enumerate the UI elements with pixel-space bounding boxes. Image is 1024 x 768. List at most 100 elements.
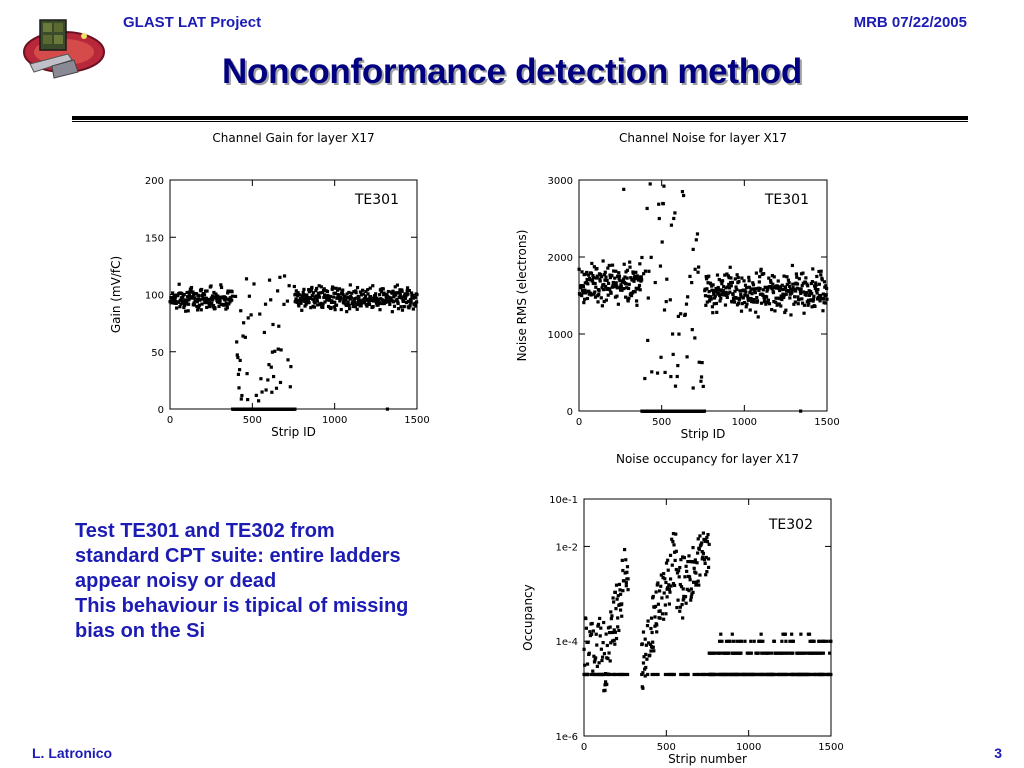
data-point [347,290,351,295]
data-point [718,639,722,643]
data-point [297,304,301,308]
data-point [629,276,633,280]
data-point [738,296,742,300]
data-point [628,265,632,269]
data-point [582,297,587,301]
data-point [773,672,777,677]
data-point [688,274,692,279]
data-point [596,300,600,304]
y-axis-label: Occupancy [521,584,535,651]
data-point [388,302,392,307]
data-point [200,287,204,292]
data-point [789,313,793,317]
data-point [260,390,264,394]
data-point [776,296,780,300]
data-point [762,672,767,677]
data-point [690,328,694,332]
data-point [690,280,694,285]
data-point [608,659,612,663]
data-point [276,347,280,351]
data-point [791,651,795,655]
data-point [225,303,229,307]
data-point [592,265,596,269]
data-point [640,642,644,646]
data-point [790,263,795,268]
data-point [643,667,647,671]
y-tick-label: 100 [145,291,164,302]
data-point [796,295,800,299]
data-point [282,274,287,278]
data-point [692,566,696,570]
data-point [808,289,813,294]
data-point [686,295,690,299]
data-point [802,290,806,294]
data-point [754,310,758,314]
run-annotation: TE302 [768,517,813,533]
data-point [696,551,700,555]
data-point [278,380,283,385]
data-point [191,290,195,294]
data-point [657,202,661,206]
data-point [696,672,701,677]
data-point [751,287,755,291]
data-point [185,290,189,295]
data-point [654,590,658,594]
data-point [401,299,406,303]
data-point [704,555,708,560]
data-point [583,663,587,667]
data-point [817,651,821,655]
data-point [702,558,707,562]
data-point [315,296,319,301]
data-point [725,295,729,300]
data-point [692,580,696,584]
data-point [739,295,743,299]
y-tick-label: 150 [145,233,164,244]
data-point [684,302,689,306]
data-point [710,305,714,309]
data-point [820,651,824,655]
data-point [713,651,718,655]
data-point [626,299,630,303]
data-point [693,560,697,564]
y-tick-label: 0 [567,407,573,418]
data-point [295,300,299,304]
data-point [188,290,192,294]
data-point [698,534,702,538]
data-point [719,296,723,300]
data-point [584,616,588,621]
data-point [316,303,320,307]
data-point [349,296,353,300]
data-point [339,297,343,301]
data-point [227,302,231,306]
data-point [353,305,357,309]
data-point [633,276,638,281]
data-point [604,632,608,636]
data-point [592,292,596,296]
data-point [192,303,196,307]
data-point [714,301,718,306]
data-point [676,363,680,368]
data-point [595,643,599,647]
data-point [334,303,339,307]
data-point [334,286,338,290]
data-point [810,672,814,677]
data-point [722,293,726,297]
data-point [277,324,281,328]
data-point [400,289,404,293]
data-point [612,269,616,273]
data-point [239,309,243,313]
y-tick-label: 1e-4 [556,637,579,648]
data-point [578,292,582,297]
data-point [773,309,777,313]
data-point [215,297,219,301]
data-point [707,274,711,278]
data-point [221,303,225,307]
data-point [620,558,624,562]
x-tick-label: 0 [576,417,582,428]
data-point [613,590,617,595]
data-point [624,581,628,585]
data-point [656,581,660,585]
data-point [294,292,298,296]
data-point [668,298,672,302]
data-point [788,287,793,291]
